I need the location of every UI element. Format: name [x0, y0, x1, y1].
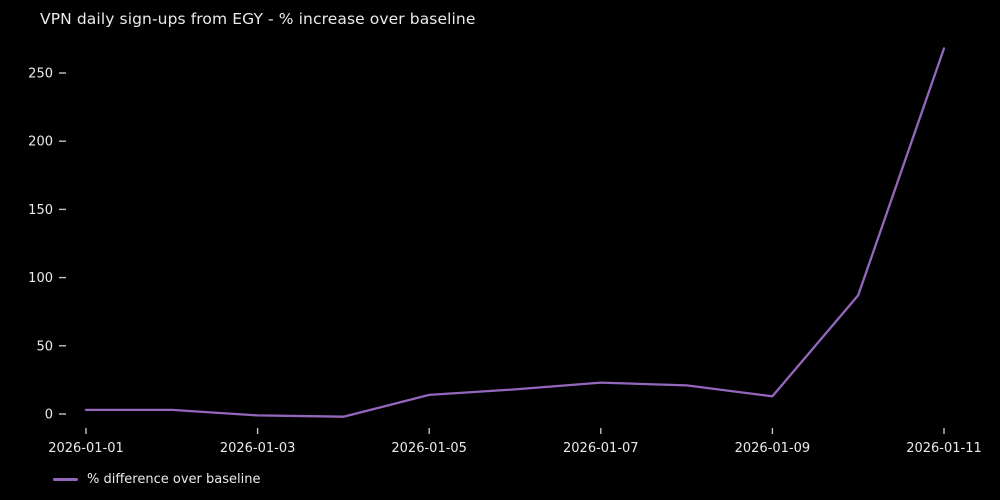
x-tick-label: 2026-01-01 — [48, 441, 124, 456]
x-tick-label: 2026-01-05 — [391, 441, 467, 456]
x-tick-label: 2026-01-11 — [906, 441, 982, 456]
series-line — [84, 47, 946, 418]
x-tick-label: 2026-01-09 — [735, 441, 811, 456]
y-tick-label: 250 — [28, 67, 53, 82]
x-tick-label: 2026-01-03 — [220, 441, 296, 456]
chart-title: VPN daily sign-ups from EGY - % increase… — [40, 10, 476, 28]
y-tick-label: 50 — [36, 339, 53, 354]
y-tick-label: 200 — [28, 135, 53, 150]
legend-label: % difference over baseline — [87, 472, 261, 487]
y-tick-label: 100 — [28, 271, 53, 286]
y-tick-label: 0 — [45, 408, 53, 423]
x-tick-label: 2026-01-07 — [563, 441, 639, 456]
y-tick-label: 150 — [28, 203, 53, 218]
legend: % difference over baseline — [53, 472, 260, 487]
legend-line-swatch — [53, 478, 78, 481]
